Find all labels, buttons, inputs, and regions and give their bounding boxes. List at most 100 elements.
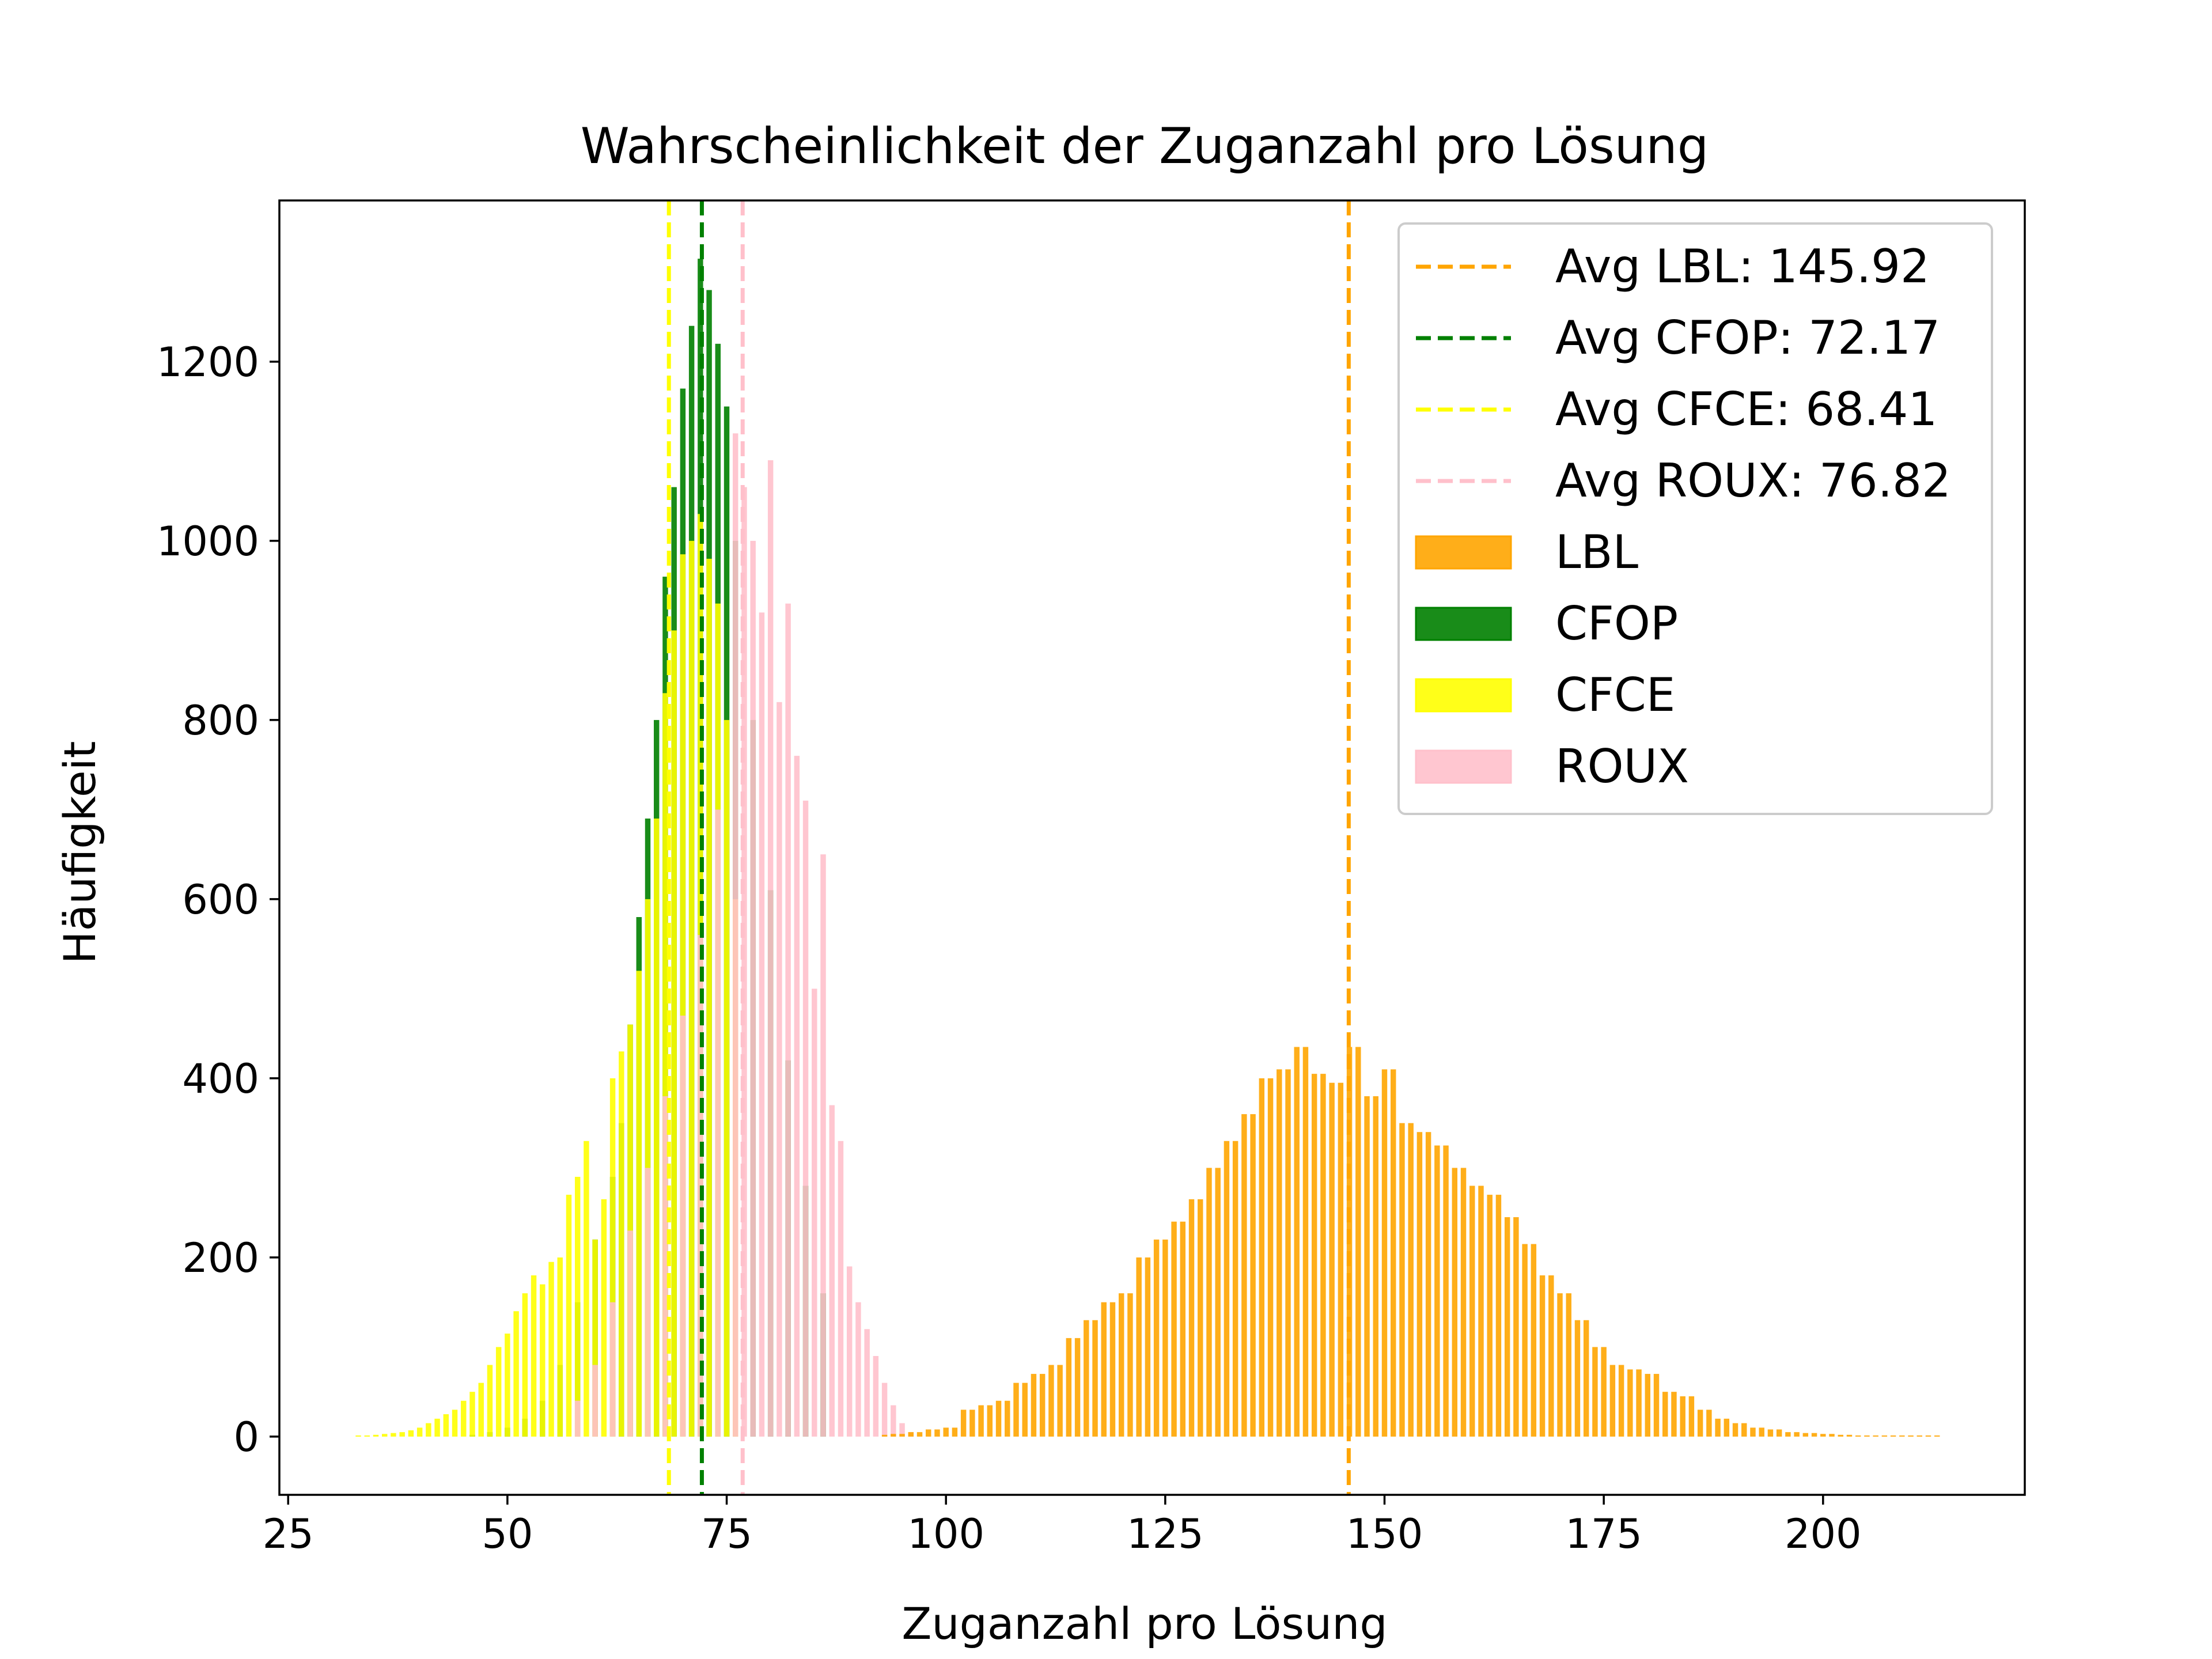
bar-lbl <box>899 1434 905 1437</box>
bar-lbl <box>1811 1433 1817 1437</box>
bar-cfce <box>654 818 660 1437</box>
bar-roux <box>715 809 721 1437</box>
bar-cfce <box>531 1275 537 1437</box>
bar-lbl <box>1390 1069 1396 1437</box>
bar-lbl <box>1908 1435 1914 1437</box>
bar-lbl <box>1180 1221 1186 1437</box>
bar-lbl <box>1092 1320 1098 1437</box>
bar-roux <box>794 756 800 1437</box>
bar-cfce <box>557 1257 563 1437</box>
bar-lbl <box>1513 1217 1519 1437</box>
bar-cfce <box>706 559 712 1437</box>
bar-roux <box>829 1105 835 1437</box>
bar-lbl <box>1005 1400 1010 1437</box>
bar-lbl <box>1267 1078 1274 1437</box>
bar-lbl <box>1084 1320 1089 1437</box>
bar-lbl <box>1732 1423 1738 1437</box>
bar-lbl <box>1136 1257 1142 1437</box>
bar-lbl <box>1899 1435 1905 1437</box>
bar-lbl <box>1101 1302 1107 1437</box>
bar-roux <box>750 540 756 1437</box>
bar-lbl <box>881 1434 888 1437</box>
bar-cfce <box>609 1078 616 1437</box>
bar-lbl <box>908 1432 914 1437</box>
bar-lbl <box>1408 1123 1414 1437</box>
bar-lbl <box>1653 1374 1660 1437</box>
bar-lbl <box>1259 1078 1265 1437</box>
bar-lbl <box>1469 1185 1475 1437</box>
bar-roux <box>802 800 809 1437</box>
bar-roux <box>899 1423 905 1437</box>
bar-roux <box>864 1329 870 1437</box>
bar-lbl <box>987 1405 993 1437</box>
legend-label-cfce: CFCE <box>1555 668 1675 722</box>
legend: Avg LBL: 145.92 Avg CFOP: 72.17 Avg CFCE: … <box>1397 222 1993 815</box>
bar-lbl <box>1794 1432 1800 1437</box>
bar-lbl <box>1373 1096 1378 1437</box>
bar-roux <box>881 1382 888 1437</box>
bar-lbl <box>1645 1374 1650 1437</box>
bar-roux <box>785 603 791 1437</box>
bar-cfce <box>478 1382 484 1437</box>
legend-swatch-lbl <box>1415 535 1512 570</box>
bar-cfce <box>469 1392 475 1437</box>
x-tick-label: 200 <box>1785 1510 1862 1558</box>
bar-cfce <box>373 1434 379 1437</box>
bar-lbl <box>1048 1365 1054 1437</box>
bar-lbl <box>1601 1347 1607 1437</box>
bar-lbl <box>1109 1302 1116 1437</box>
bar-lbl <box>1864 1435 1870 1437</box>
bar-cfce <box>452 1410 458 1437</box>
bar-lbl <box>1074 1338 1081 1437</box>
bar-roux <box>733 433 738 1437</box>
bar-cfce <box>548 1262 554 1437</box>
bar-cfce <box>355 1435 361 1437</box>
bar-cfce <box>391 1433 396 1437</box>
bar-cfce <box>540 1284 546 1437</box>
x-tick-label: 100 <box>907 1510 984 1558</box>
x-tick-label: 25 <box>263 1510 314 1558</box>
bar-lbl <box>926 1429 931 1437</box>
bar-lbl <box>1460 1168 1467 1437</box>
bar-lbl <box>1302 1047 1309 1437</box>
y-tick-label: 800 <box>182 697 259 744</box>
bar-lbl <box>1487 1195 1493 1437</box>
bar-lbl <box>943 1427 949 1437</box>
x-tick-label: 50 <box>482 1510 533 1558</box>
legend-label-avg-lbl-145-92: Avg LBL: 145.92 <box>1555 240 1930 293</box>
bar-cfce <box>381 1434 388 1437</box>
bar-lbl <box>1916 1435 1923 1437</box>
bar-lbl <box>1785 1432 1791 1437</box>
y-tick-label: 1200 <box>157 339 259 386</box>
bar-lbl <box>1557 1293 1563 1437</box>
bar-roux <box>592 1365 598 1437</box>
bar-lbl <box>1171 1221 1177 1437</box>
bar-lbl <box>960 1410 967 1437</box>
bar-lbl <box>1294 1047 1300 1437</box>
bar-lbl <box>1820 1434 1826 1437</box>
bar-lbl <box>1592 1347 1598 1437</box>
legend-label-cfop: CFOP <box>1555 597 1678 650</box>
bar-lbl <box>1539 1275 1546 1437</box>
bar-cfce <box>619 1051 624 1437</box>
legend-label-roux: ROUX <box>1555 740 1689 793</box>
bar-lbl <box>1416 1132 1423 1437</box>
bar-lbl <box>1759 1427 1764 1437</box>
bar-lbl <box>952 1427 958 1437</box>
bar-cfce <box>495 1347 502 1437</box>
bar-lbl <box>1566 1293 1571 1437</box>
bar-lbl <box>1776 1429 1782 1437</box>
bar-lbl <box>978 1405 984 1437</box>
bar-cfce <box>574 1176 581 1437</box>
bar-roux <box>838 1141 844 1437</box>
bar-lbl <box>1232 1141 1238 1437</box>
bar-lbl <box>1881 1435 1888 1437</box>
bar-cfce <box>601 1199 607 1437</box>
bar-lbl <box>1224 1141 1230 1437</box>
bar-roux <box>680 1016 686 1437</box>
bar-roux <box>873 1355 879 1437</box>
bar-lbl <box>1066 1338 1072 1437</box>
bar-roux <box>855 1302 861 1437</box>
bar-cfce <box>426 1423 431 1437</box>
